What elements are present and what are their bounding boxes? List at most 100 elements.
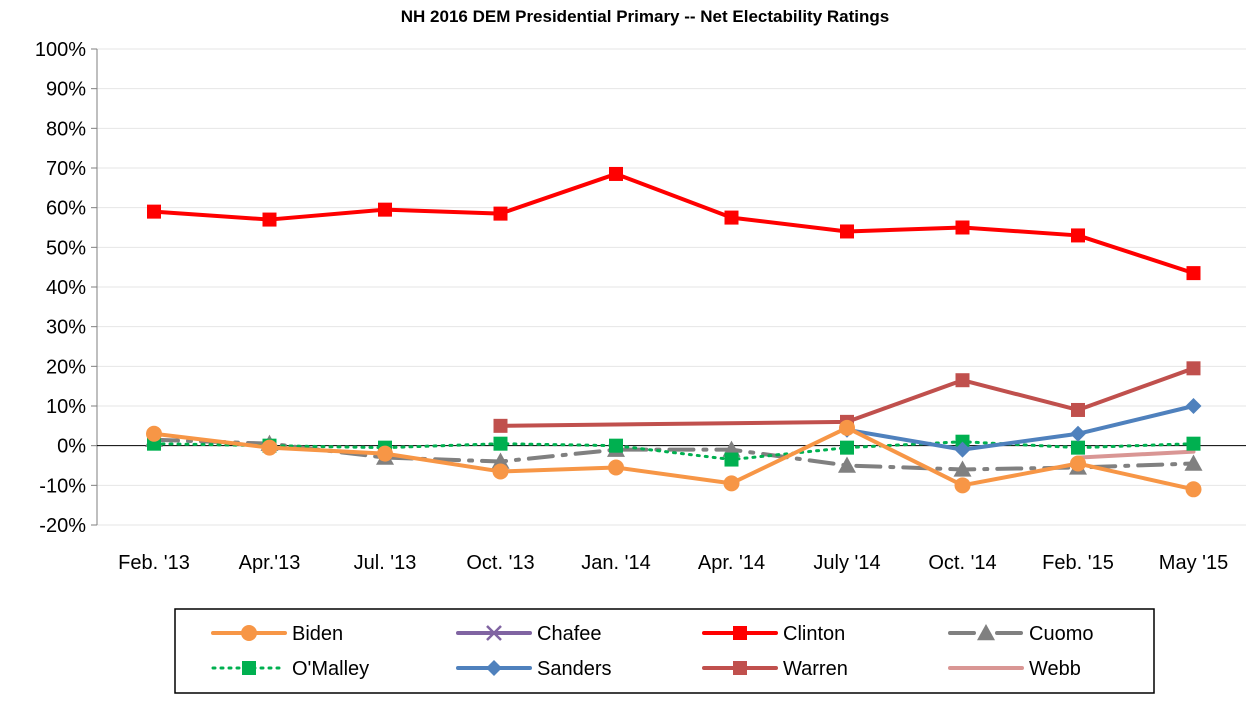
data-point	[1186, 436, 1201, 451]
chart-title: NH 2016 DEM Presidential Primary -- Net …	[401, 7, 889, 26]
data-point	[1071, 440, 1085, 455]
y-tick-label: 40%	[46, 277, 86, 299]
legend-item: Sanders	[456, 658, 612, 680]
data-point	[1185, 481, 1202, 498]
x-tick-label: Apr. '14	[698, 552, 765, 574]
y-tick-label: 0%	[57, 436, 86, 458]
y-tick-label: -10%	[39, 475, 86, 497]
data-point	[377, 445, 393, 462]
legend: Biden Chafee Clinton Cuomo O'Malley Sanders Wa…	[174, 608, 1155, 694]
y-axis-tick-labels: 100% 90% 80% 70% 60% 50% 40% 30% 20% 10% 0% -10% -20…	[35, 39, 86, 537]
legend-label: Cuomo	[1029, 623, 1093, 645]
data-point	[954, 477, 971, 494]
series-line	[152, 440, 1195, 462]
data-point	[491, 452, 510, 469]
legend-item: Cuomo	[948, 623, 1093, 645]
data-point	[1185, 398, 1202, 414]
data-point	[977, 624, 995, 641]
y-tick-label: 10%	[46, 396, 86, 418]
x-tick-label: Jan. '14	[581, 552, 650, 574]
data-point	[242, 661, 256, 675]
legend-item: Chafee	[456, 623, 602, 645]
data-point	[723, 475, 740, 492]
series-line	[152, 437, 1196, 472]
data-point	[954, 441, 971, 458]
data-point	[492, 463, 509, 480]
y-tick-label: 90%	[46, 79, 86, 101]
data-point	[486, 625, 502, 641]
legend-item: Warren	[702, 658, 848, 680]
x-tick-label: Feb. '13	[118, 552, 190, 574]
data-point	[1070, 455, 1086, 472]
data-point	[1070, 425, 1086, 442]
x-tick-label: July '14	[813, 552, 880, 574]
data-point	[241, 625, 257, 641]
data-point	[955, 220, 970, 235]
x-tick-label: Apr.'13	[239, 552, 301, 574]
data-point	[733, 661, 747, 675]
x-tick-label: Jul. '13	[354, 552, 417, 574]
y-tick-label: 30%	[46, 317, 86, 339]
data-point	[146, 425, 162, 442]
data-point	[609, 166, 623, 181]
legend-box	[174, 608, 1155, 694]
data-point	[1186, 361, 1201, 376]
gridlines	[97, 48, 1246, 526]
data-point	[1184, 454, 1203, 471]
legend-label: Warren	[783, 658, 848, 680]
y-tick-label: 80%	[46, 118, 86, 140]
series-line	[152, 425, 1196, 492]
x-axis-tick-labels: Feb. '13 Apr.'13 Jul. '13 Oct. '13 Jan. '14 A…	[118, 552, 1228, 574]
data-point	[838, 456, 856, 473]
data-point	[609, 438, 623, 453]
x-tick-label: May '15	[1159, 552, 1228, 574]
data-point	[261, 439, 278, 456]
y-tick-label: 50%	[46, 237, 86, 259]
legend-label: Sanders	[537, 658, 612, 680]
series-lines	[145, 166, 1203, 498]
legend-item: Webb	[948, 658, 1081, 680]
data-point	[1186, 266, 1201, 281]
series-line	[152, 171, 1196, 276]
series-line	[1076, 449, 1196, 460]
data-point	[724, 452, 739, 467]
data-point	[486, 660, 502, 676]
y-tick-label: -20%	[39, 515, 86, 537]
legend-label: O'Malley	[292, 658, 369, 680]
data-point	[493, 206, 508, 221]
x-tick-label: Feb. '15	[1042, 552, 1114, 574]
data-point	[262, 212, 277, 227]
series-clinton	[147, 166, 1201, 281]
data-point	[493, 418, 508, 433]
legend-label: Chafee	[537, 623, 602, 645]
legend-item: Biden	[211, 623, 343, 645]
legend-label: Webb	[1029, 658, 1081, 680]
data-point	[840, 440, 854, 455]
data-point	[493, 436, 508, 451]
y-tick-label: 20%	[46, 356, 86, 378]
legend-label: Biden	[292, 623, 343, 645]
legend-label: Clinton	[783, 623, 845, 645]
data-point	[608, 459, 624, 476]
legend-item: O'Malley	[211, 658, 369, 680]
data-point	[953, 460, 972, 477]
axes	[91, 48, 1246, 526]
series-biden	[146, 419, 1202, 498]
data-point	[1071, 402, 1085, 417]
data-point	[733, 626, 747, 640]
legend-item: Clinton	[702, 623, 845, 645]
y-tick-label: 70%	[46, 158, 86, 180]
series-line	[845, 404, 1196, 452]
y-tick-label: 100%	[35, 39, 86, 61]
data-point	[147, 204, 161, 219]
data-point	[1071, 228, 1085, 243]
data-point	[840, 224, 854, 239]
y-tick-label: 60%	[46, 198, 86, 220]
data-point	[724, 210, 739, 225]
series-webb	[1076, 449, 1196, 460]
data-point	[839, 419, 855, 436]
x-tick-label: Oct. '14	[928, 552, 996, 574]
data-point	[955, 373, 970, 388]
data-point	[378, 202, 392, 217]
